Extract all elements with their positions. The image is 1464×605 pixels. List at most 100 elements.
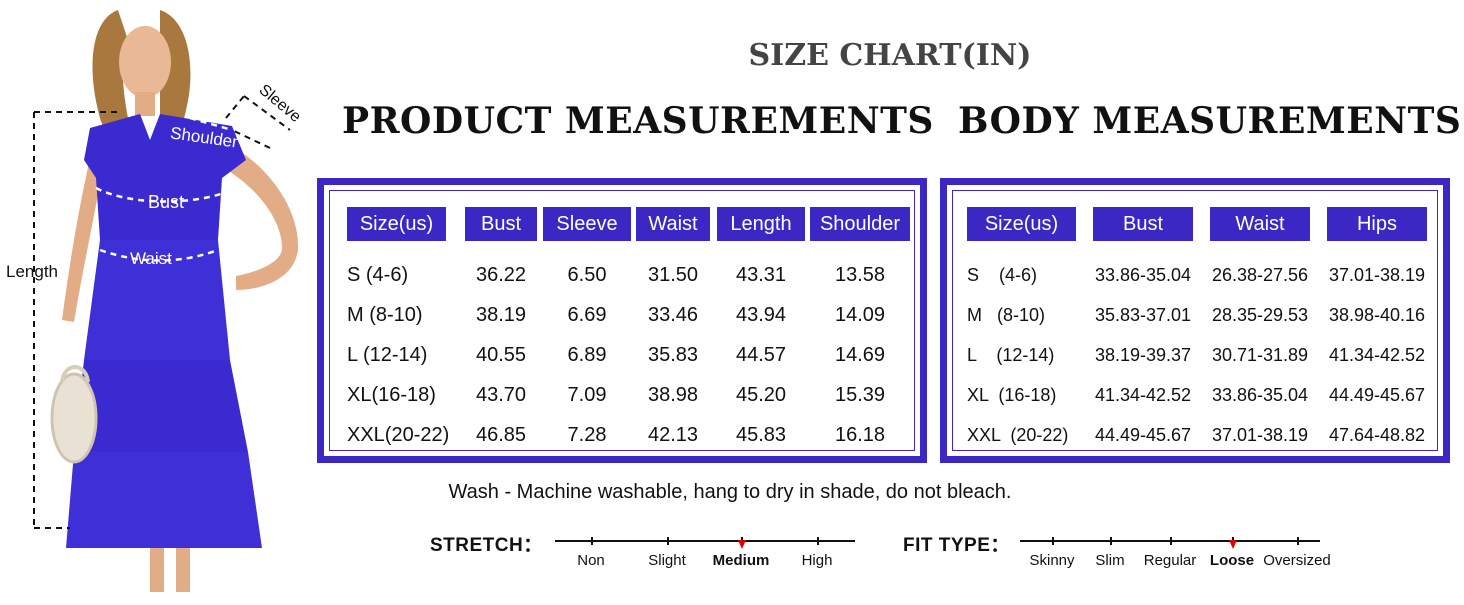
- product-table-cell: 44.57: [735, 344, 787, 366]
- stretch-scale: Non Slight Medium High: [555, 537, 855, 569]
- dress-shape: [84, 114, 246, 240]
- diagram-label-waist: Waist: [130, 249, 172, 268]
- body-table-cell: 33.86-35.04: [1211, 385, 1309, 405]
- product-table-cell: 43.70: [475, 384, 527, 406]
- body-table-border: Size(us) Bust Waist Hips S (4-6) 33.86-35.04 2…: [952, 190, 1438, 451]
- body-header-cell: Size(us): [967, 207, 1076, 241]
- product-table-cell: 45.20: [735, 384, 787, 406]
- body-table-cell: 26.38-27.56: [1211, 265, 1309, 285]
- body-table: Size(us) Bust Waist Hips S (4-6) 33.86-35.04 2…: [940, 178, 1450, 463]
- product-table-cell: 43.94: [735, 304, 787, 326]
- fit-scale-tick: [1297, 537, 1299, 545]
- stretch-label: STRETCH：: [430, 535, 543, 556]
- product-table-cell: 35.83: [647, 344, 699, 366]
- stretch-selected-marker: [738, 540, 746, 549]
- product-table-cell: M (8-10): [347, 304, 423, 326]
- stretch-scale-line: [555, 540, 855, 542]
- product-table-cell: XXL(20-22): [347, 424, 450, 446]
- model-diagram: Length Bust Waist Shoulder Sleeve: [0, 0, 320, 600]
- product-table-cell: 14.09: [834, 304, 886, 326]
- product-header-cell: Shoulder: [810, 207, 910, 241]
- body-table-cell: 41.34-42.52: [1094, 385, 1192, 405]
- fit-selected-marker: [1229, 540, 1237, 549]
- product-table-border: Size(us) Bust Sleeve Waist Length Shoulder S (…: [329, 190, 915, 451]
- product-header-cell: Length: [717, 207, 805, 241]
- body-table-cell: XL (16-18): [967, 385, 1057, 405]
- body-table-cell: 28.35-29.53: [1211, 305, 1309, 325]
- product-table-cell: 31.50: [647, 264, 699, 286]
- body-section-title: BODY MEASUREMENTS: [958, 100, 1462, 142]
- fit-option: Oversized: [1263, 552, 1331, 569]
- body-header-cell: Bust: [1093, 207, 1193, 241]
- face-shape: [119, 26, 171, 98]
- product-header-cell: Bust: [465, 207, 537, 241]
- product-table-cell: 36.22: [475, 264, 527, 286]
- product-table-cell: 46.85: [475, 424, 527, 446]
- stretch-option: Non: [577, 552, 605, 569]
- fit-option: Skinny: [1029, 552, 1075, 569]
- fit-option: Slim: [1095, 552, 1125, 569]
- body-table-cell: M (8-10): [967, 305, 1046, 325]
- product-table-cell: 13.58: [834, 264, 886, 286]
- stretch-scale-tick: [817, 537, 819, 545]
- product-table-cell: 14.69: [834, 344, 886, 366]
- body-table-cell: 33.86-35.04: [1094, 265, 1192, 285]
- body-table-cell: 38.19-39.37: [1094, 345, 1192, 365]
- bag-shape: [50, 372, 98, 464]
- product-table-cell: 16.18: [834, 424, 886, 446]
- fit-option: Regular: [1143, 552, 1197, 569]
- body-table-cell: L (12-14): [967, 345, 1055, 365]
- product-table-cell: 38.98: [647, 384, 699, 406]
- product-table-cell: 38.19: [475, 304, 527, 326]
- product-header-cell: Size(us): [347, 207, 446, 241]
- product-header-cell: Waist: [636, 207, 710, 241]
- product-section-title: PRODUCT MEASUREMENTS: [342, 100, 934, 142]
- product-table-cell: 42.13: [647, 424, 699, 446]
- body-table-cell: XXL (20-22): [967, 425, 1069, 445]
- wash-instructions: Wash - Machine washable, hang to dry in …: [448, 481, 1012, 503]
- product-table-cell: L (12-14): [347, 344, 428, 366]
- product-table: Size(us) Bust Sleeve Waist Length Shoulder S (…: [317, 178, 927, 463]
- body-table-cell: 47.64-48.82: [1328, 425, 1426, 445]
- body-table-cell: S (4-6): [967, 265, 1038, 285]
- diagram-label-bust: Bust: [148, 192, 185, 212]
- product-table-cell: 6.50: [567, 264, 607, 286]
- diagram-label-length: Length: [6, 262, 58, 281]
- product-table-cell: 43.31: [735, 264, 787, 286]
- body-table-cell: 37.01-38.19: [1211, 425, 1309, 445]
- hair-shape: [92, 10, 130, 141]
- model-illustration: [33, 10, 299, 592]
- stretch-option: Medium: [712, 552, 770, 569]
- stretch-scale-tick: [667, 537, 669, 545]
- fit-type-label: FIT TYPE：: [903, 535, 1010, 556]
- fit-scale-tick: [1170, 537, 1172, 545]
- body-table-cell: 41.34-42.52: [1328, 345, 1426, 365]
- body-table-cell: 30.71-31.89: [1211, 345, 1309, 365]
- body-header-cell: Hips: [1327, 207, 1427, 241]
- stretch-scale-tick: [591, 537, 593, 545]
- body-table-cell: 44.49-45.67: [1094, 425, 1192, 445]
- product-table-cell: 6.89: [567, 344, 607, 366]
- product-table-cell: 7.09: [567, 384, 607, 406]
- fit-option: Loose: [1209, 552, 1255, 569]
- product-table-cell: 33.46: [647, 304, 699, 326]
- product-table-cell: 6.69: [567, 304, 607, 326]
- product-table-cell: 40.55: [475, 344, 527, 366]
- product-table-cell: S (4-6): [347, 264, 409, 286]
- fit-scale-tick: [1052, 537, 1054, 545]
- stretch-option: High: [801, 552, 833, 569]
- fit-scale-tick: [1110, 537, 1112, 545]
- body-table-cell: 37.01-38.19: [1328, 265, 1426, 285]
- body-table-cell: 35.83-37.01: [1094, 305, 1192, 325]
- product-table-cell: 45.83: [735, 424, 787, 446]
- body-table-cell: 38.98-40.16: [1328, 305, 1426, 325]
- fit-type-scale: Skinny Slim Regular Loose Oversized: [1020, 537, 1331, 569]
- product-header-cell: Sleeve: [543, 207, 631, 241]
- product-table-cell: 15.39: [834, 384, 886, 406]
- stretch-option: Slight: [648, 552, 686, 569]
- body-header-cell: Waist: [1210, 207, 1310, 241]
- body-table-cell: 44.49-45.67: [1328, 385, 1426, 405]
- product-table-cell: XL(16-18): [347, 384, 436, 406]
- product-table-cell: 7.28: [567, 424, 607, 446]
- main-title: SIZE CHART(IN): [748, 38, 1032, 73]
